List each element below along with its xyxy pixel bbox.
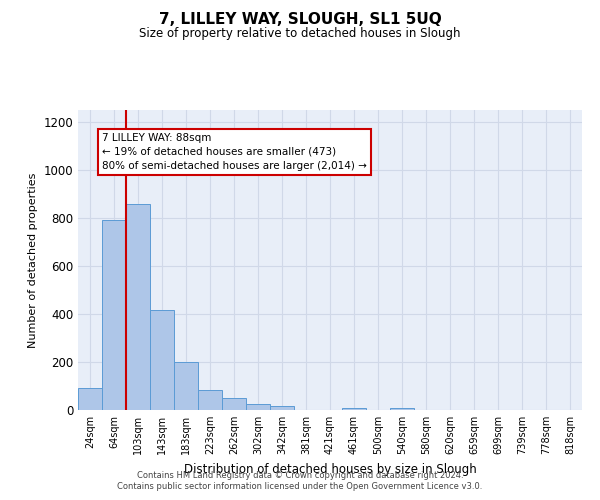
Bar bbox=[390, 408, 414, 410]
Text: Size of property relative to detached houses in Slough: Size of property relative to detached ho… bbox=[139, 28, 461, 40]
Text: Contains public sector information licensed under the Open Government Licence v3: Contains public sector information licen… bbox=[118, 482, 482, 491]
X-axis label: Distribution of detached houses by size in Slough: Distribution of detached houses by size … bbox=[184, 462, 476, 475]
Bar bbox=[150, 310, 174, 410]
Bar bbox=[342, 408, 366, 410]
Bar bbox=[102, 220, 126, 410]
Text: Contains HM Land Registry data © Crown copyright and database right 2024.: Contains HM Land Registry data © Crown c… bbox=[137, 470, 463, 480]
Bar bbox=[246, 404, 270, 410]
Bar bbox=[126, 204, 150, 410]
Text: 7, LILLEY WAY, SLOUGH, SL1 5UQ: 7, LILLEY WAY, SLOUGH, SL1 5UQ bbox=[158, 12, 442, 28]
Bar bbox=[174, 362, 198, 410]
Bar bbox=[270, 406, 294, 410]
Bar bbox=[78, 388, 102, 410]
Bar bbox=[198, 390, 222, 410]
Text: 7 LILLEY WAY: 88sqm
← 19% of detached houses are smaller (473)
80% of semi-detac: 7 LILLEY WAY: 88sqm ← 19% of detached ho… bbox=[102, 133, 367, 171]
Y-axis label: Number of detached properties: Number of detached properties bbox=[28, 172, 38, 348]
Bar bbox=[222, 398, 246, 410]
